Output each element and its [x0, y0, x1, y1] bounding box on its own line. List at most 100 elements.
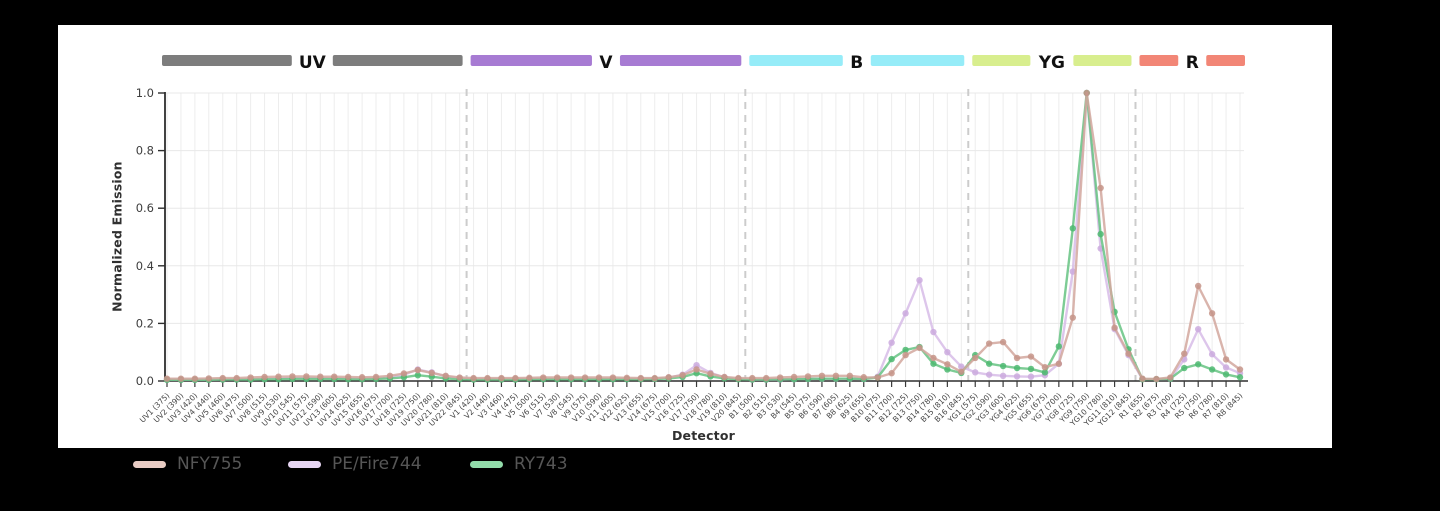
- series-marker: [372, 373, 380, 381]
- band-label-YG: YG: [1038, 53, 1065, 73]
- series-marker: [470, 374, 477, 382]
- y-tick-label: 0.4: [136, 259, 154, 273]
- series-marker: [261, 373, 268, 381]
- series-marker: [1222, 356, 1230, 363]
- series-marker: [1181, 364, 1188, 372]
- series-marker: [944, 349, 951, 356]
- series-marker: [512, 374, 519, 382]
- legend-label: RY743: [514, 454, 568, 474]
- series-marker: [1236, 374, 1244, 381]
- series-marker: [344, 373, 352, 381]
- series-marker: [623, 374, 631, 382]
- series-marker: [958, 363, 965, 370]
- band-bar-V: [619, 55, 742, 66]
- series-marker: [177, 375, 185, 382]
- y-tick-label: 0.6: [136, 201, 154, 215]
- series-marker: [888, 370, 895, 377]
- series-marker: [985, 340, 993, 347]
- y-tick-label: 0.0: [136, 374, 154, 388]
- series-line-PE/Fire744[interactable]: [167, 91, 1241, 381]
- series-marker: [1139, 375, 1146, 382]
- legend-label: PE/Fire744: [332, 454, 422, 474]
- series-marker: [749, 374, 756, 382]
- series-marker: [428, 369, 435, 377]
- series-marker: [609, 374, 617, 381]
- series-marker: [972, 354, 979, 362]
- series-marker: [846, 372, 854, 380]
- series-marker: [916, 344, 923, 352]
- series-marker: [456, 374, 463, 381]
- legend-item-RY743[interactable]: RY743: [470, 454, 568, 474]
- series-marker: [442, 372, 449, 380]
- series-marker: [484, 374, 491, 382]
- legend-swatch: [133, 460, 166, 468]
- series-marker: [790, 373, 798, 381]
- series-marker: [958, 368, 965, 375]
- band-bar-UV: [332, 55, 463, 66]
- series-marker: [540, 374, 547, 381]
- series-line-RY743[interactable]: [167, 91, 1241, 381]
- series-marker: [763, 374, 770, 382]
- series-marker: [832, 372, 840, 380]
- series-marker: [358, 374, 366, 381]
- band-bar-YG: [1073, 55, 1132, 66]
- band-bar-YG: [972, 55, 1031, 66]
- series-marker: [1083, 89, 1090, 97]
- series-line-NFY755[interactable]: [167, 91, 1241, 381]
- series-marker: [985, 360, 993, 367]
- series-marker: [386, 372, 394, 380]
- series-marker: [414, 372, 422, 379]
- series-marker: [1041, 363, 1049, 371]
- series-marker: [1041, 369, 1049, 376]
- series-marker: [916, 277, 923, 284]
- series-marker: [1055, 343, 1063, 350]
- series-marker: [191, 375, 199, 382]
- series-marker: [999, 338, 1007, 346]
- series-marker: [1194, 282, 1202, 290]
- series-marker: [1013, 354, 1021, 362]
- x-axis-title: Detector: [671, 428, 736, 443]
- series-marker: [651, 374, 658, 382]
- series-marker: [930, 354, 937, 362]
- series-marker: [1208, 310, 1216, 317]
- series-marker: [1167, 374, 1174, 381]
- series-marker: [693, 366, 700, 373]
- series-marker: [317, 373, 324, 380]
- legend-item-NFY755[interactable]: NFY755: [133, 454, 242, 474]
- series-marker: [944, 361, 951, 368]
- series-marker: [331, 373, 338, 380]
- series-marker: [665, 374, 672, 381]
- band-label-B: B: [850, 53, 863, 73]
- series-marker: [1181, 350, 1188, 357]
- series-marker: [721, 373, 728, 381]
- series-marker: [1222, 371, 1230, 378]
- y-tick-label: 0.8: [136, 144, 154, 158]
- series-marker: [902, 346, 909, 354]
- series-marker: [999, 362, 1007, 370]
- legend-item-PE/Fire744[interactable]: PE/Fire744: [288, 454, 422, 474]
- series-marker: [679, 372, 686, 379]
- series-marker: [1194, 361, 1202, 368]
- series-marker: [233, 374, 240, 382]
- series-marker: [930, 360, 937, 367]
- series-marker: [567, 374, 575, 381]
- series-marker: [247, 374, 254, 381]
- series-marker: [219, 374, 226, 382]
- series-marker: [275, 373, 282, 380]
- series-marker: [874, 374, 881, 381]
- series-marker: [1111, 324, 1118, 331]
- series-marker: [1069, 225, 1076, 232]
- series-marker: [1222, 364, 1230, 371]
- series-marker: [1097, 230, 1104, 238]
- series-marker: [776, 374, 784, 381]
- series-marker: [804, 373, 812, 380]
- band-label-V: V: [599, 53, 613, 73]
- band-bar-B: [870, 55, 965, 66]
- series-marker: [707, 370, 714, 377]
- series-marker: [303, 373, 310, 380]
- series-marker: [595, 374, 603, 381]
- series-marker: [1027, 353, 1035, 360]
- band-bar-R: [1206, 55, 1245, 66]
- band-label-UV: UV: [299, 53, 327, 73]
